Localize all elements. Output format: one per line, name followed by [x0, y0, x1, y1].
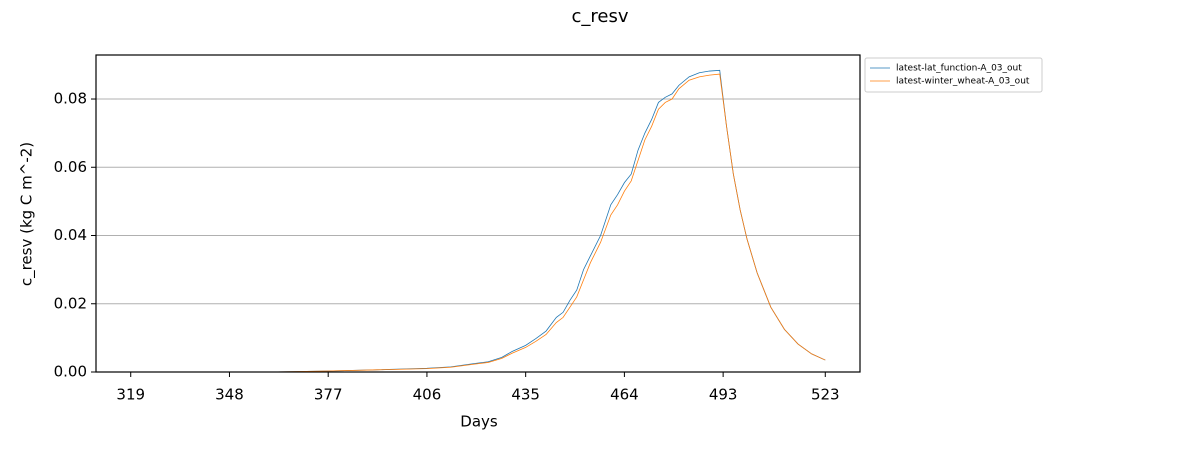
- y-axis-label: c_resv (kg C m^-2): [18, 142, 37, 286]
- y-tick-label: 0.00: [54, 363, 87, 381]
- y-tick-label: 0.04: [54, 226, 87, 244]
- legend-box: [864, 57, 1043, 93]
- x-tick-label: 435: [511, 386, 540, 404]
- x-tick-label: 464: [610, 386, 639, 404]
- x-tick-label: 523: [811, 386, 840, 404]
- series-line: [130, 73, 826, 373]
- y-tick-label: 0.08: [54, 90, 87, 108]
- x-tick-label: 319: [116, 386, 145, 404]
- x-axis-label: Days: [460, 413, 498, 431]
- legend-label: latest-lat_function-A_03_out: [896, 64, 1022, 74]
- series-line: [130, 69, 826, 373]
- x-tick-label: 348: [215, 386, 244, 404]
- y-tick-label: 0.02: [54, 294, 87, 312]
- x-tick-label: 377: [314, 386, 343, 404]
- plot-frame: [95, 54, 861, 373]
- x-tick-label: 493: [709, 386, 738, 404]
- y-tick-label: 0.06: [54, 158, 87, 176]
- x-tick-label: 406: [413, 386, 442, 404]
- chart-title: c_resv: [571, 6, 628, 27]
- legend-label: latest-winter_wheat-A_03_out: [896, 77, 1030, 87]
